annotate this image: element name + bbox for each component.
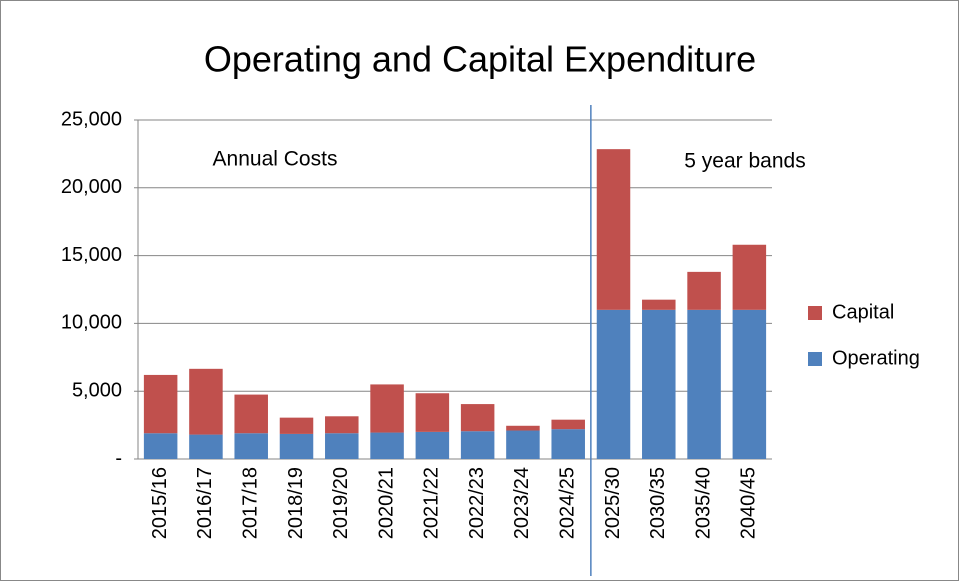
x-tick-label: 2019/20: [330, 467, 352, 539]
bar-segment: [551, 419, 585, 430]
bar-segment: [370, 384, 404, 433]
bar-segment: [189, 434, 223, 459]
bar-segment: [234, 394, 268, 434]
bar-segment: [687, 271, 721, 310]
bar-segment: [279, 433, 314, 459]
chart-title: Operating and Capital Expenditure: [204, 39, 756, 80]
bar-segment: [415, 393, 450, 432]
x-tick-label: 2018/19: [285, 467, 307, 539]
bar-segment: [732, 244, 767, 310]
bar-segment: [642, 299, 676, 310]
bar-segment: [189, 368, 223, 435]
bar-segment: [506, 430, 540, 459]
x-tick-label: 2015/16: [149, 467, 171, 539]
x-tick-label: 2020/21: [375, 467, 397, 539]
annotation: Annual Costs: [213, 148, 338, 171]
y-tick-label: 20,000: [61, 176, 122, 198]
x-tick-label: 2016/17: [194, 467, 216, 539]
x-tick-label: 2023/24: [511, 467, 533, 539]
bar-segment: [325, 433, 359, 459]
bar-segment: [732, 309, 767, 459]
bar-segment: [596, 309, 631, 459]
x-tick-label: 2040/45: [738, 467, 760, 539]
y-tick-label: 10,000: [61, 312, 122, 334]
y-tick-label: 5,000: [72, 379, 122, 401]
x-tick-label: 2030/35: [647, 467, 669, 539]
bar-segment: [143, 374, 178, 434]
legend-swatch: [808, 352, 822, 366]
bar-segment: [415, 431, 450, 459]
y-tick-label: 15,000: [61, 244, 122, 266]
bar-segment: [279, 417, 314, 434]
bar-segment: [460, 431, 495, 459]
annotation: 5 year bands: [684, 150, 805, 173]
bar-segment: [460, 404, 495, 432]
x-tick-label: 2021/22: [421, 467, 443, 539]
bar-segment: [143, 433, 178, 459]
y-tick-label: 25,000: [61, 108, 122, 130]
legend-swatch: [808, 306, 822, 320]
x-tick-label: 2022/23: [466, 467, 488, 539]
bar-segment: [687, 309, 721, 459]
bar-segment: [596, 149, 631, 310]
bar-segment: [234, 433, 268, 459]
bar-segment: [506, 425, 540, 431]
bar-segment: [642, 309, 676, 459]
x-tick-label: 2024/25: [556, 467, 578, 539]
bar-segment: [370, 432, 404, 459]
x-tick-label: 2017/18: [239, 467, 261, 539]
y-tick-label: -: [115, 447, 122, 469]
legend-label: Capital: [832, 301, 894, 323]
bar-segment: [551, 429, 585, 459]
x-tick-label: 2025/30: [602, 467, 624, 539]
bar-segment: [325, 416, 359, 434]
x-tick-label: 2035/40: [692, 467, 714, 539]
legend-label: Operating: [832, 347, 920, 369]
